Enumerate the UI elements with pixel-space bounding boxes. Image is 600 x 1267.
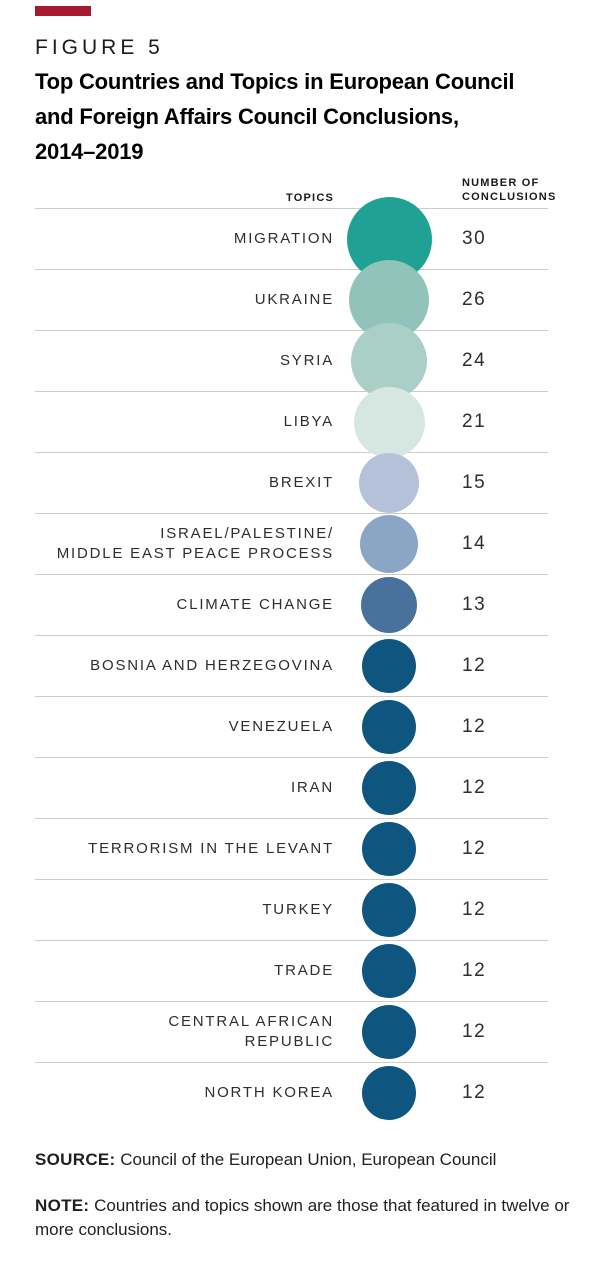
topic-label-line: BREXIT bbox=[269, 474, 334, 491]
table-row: LIBYA 21 bbox=[35, 386, 548, 458]
conclusions-value: 13 bbox=[462, 594, 487, 615]
topic-label-line: TERRORISM IN THE LEVANT bbox=[88, 840, 334, 857]
topic-label-line: CLIMATE CHANGE bbox=[176, 596, 334, 613]
table-row: CLIMATE CHANGE 13 bbox=[35, 574, 548, 635]
conclusions-value: 30 bbox=[462, 228, 487, 249]
topic-bubble bbox=[362, 1066, 416, 1120]
topic-label-line: ISRAEL/PALESTINE/ bbox=[160, 525, 334, 542]
table-row: TRADE 12 bbox=[35, 940, 548, 1001]
topic-bubble bbox=[359, 453, 419, 513]
topic-label: ISRAEL/PALESTINE/MIDDLE EAST PEACE PROCE… bbox=[35, 524, 334, 564]
note-text: Countries and topics shown are those tha… bbox=[35, 1196, 570, 1239]
conclusions-value: 12 bbox=[462, 960, 487, 981]
topic-label: VENEZUELA bbox=[35, 717, 334, 737]
topic-label-line: LIBYA bbox=[283, 413, 334, 430]
topic-label: NORTH KOREA bbox=[35, 1083, 334, 1103]
topic-label-line: MIDDLE EAST PEACE PROCESS bbox=[56, 545, 334, 562]
topic-label-line: NORTH KOREA bbox=[204, 1084, 334, 1101]
conclusions-column-header-line-1: NUMBER OF bbox=[462, 177, 540, 189]
topic-bubble bbox=[362, 944, 416, 998]
topic-label: CLIMATE CHANGE bbox=[35, 595, 334, 615]
topic-label-line: CENTRAL AFRICAN bbox=[168, 1013, 334, 1030]
topic-label: LIBYA bbox=[35, 412, 334, 432]
conclusions-value: 12 bbox=[462, 1021, 487, 1042]
topic-label: BOSNIA AND HERZEGOVINA bbox=[35, 656, 334, 676]
topic-label-line: REPUBLIC bbox=[244, 1033, 334, 1050]
topic-label-line: SYRIA bbox=[279, 352, 334, 369]
conclusions-column-header: NUMBER OF CONCLUSIONS bbox=[462, 176, 556, 204]
topic-label-line: UKRAINE bbox=[254, 291, 334, 308]
topic-bubble bbox=[362, 1005, 416, 1059]
table-row: MIGRATION 30 bbox=[35, 196, 548, 282]
table-row: BREXIT 15 bbox=[35, 452, 548, 513]
topic-label: TURKEY bbox=[35, 900, 334, 920]
topic-label-line: TURKEY bbox=[262, 901, 334, 918]
table-row: TURKEY 12 bbox=[35, 879, 548, 940]
conclusions-column-header-line-2: CONCLUSIONS bbox=[462, 191, 557, 203]
topic-bubble bbox=[362, 822, 416, 876]
conclusions-value: 12 bbox=[462, 655, 487, 676]
bubble-table: MIGRATION 30 UKRAINE 26 SYRIA 24 LIBYA 21 BREXIT… bbox=[35, 196, 548, 1123]
topic-label: SYRIA bbox=[35, 351, 334, 371]
topic-bubble bbox=[360, 515, 418, 573]
conclusions-value: 24 bbox=[462, 350, 487, 371]
topic-label: CENTRAL AFRICAN REPUBLIC bbox=[35, 1012, 334, 1052]
table-row: VENEZUELA 12 bbox=[35, 696, 548, 757]
topic-label: UKRAINE bbox=[35, 290, 334, 310]
topic-label-line: VENEZUELA bbox=[228, 718, 334, 735]
topic-bubble bbox=[362, 761, 416, 815]
table-row: NORTH KOREA 12 bbox=[35, 1062, 548, 1123]
figure-number: FIGURE 5 bbox=[35, 36, 164, 59]
topic-bubble bbox=[361, 577, 417, 633]
topics-column-header: TOPICS bbox=[286, 192, 334, 204]
topic-bubble bbox=[362, 883, 416, 937]
topic-bubble bbox=[351, 323, 427, 399]
table-row: ISRAEL/PALESTINE/MIDDLE EAST PEACE PROCE… bbox=[35, 513, 548, 574]
note-label: NOTE: bbox=[35, 1196, 90, 1215]
topic-label-line: TRADE bbox=[274, 962, 334, 979]
conclusions-value: 12 bbox=[462, 777, 487, 798]
figure-accent-bar bbox=[35, 6, 91, 16]
chart-column-headers: TOPICS NUMBER OF CONCLUSIONS bbox=[35, 170, 555, 208]
topic-label: IRAN bbox=[35, 778, 334, 798]
table-row: TERRORISM IN THE LEVANT 12 bbox=[35, 818, 548, 879]
table-row: SYRIA 24 bbox=[35, 323, 548, 399]
topic-bubble bbox=[362, 639, 416, 693]
topic-label-line: BOSNIA AND HERZEGOVINA bbox=[90, 657, 334, 674]
topic-bubble bbox=[362, 700, 416, 754]
conclusions-value: 12 bbox=[462, 1082, 487, 1103]
topic-label: MIGRATION bbox=[35, 229, 334, 249]
conclusions-value: 26 bbox=[462, 289, 487, 310]
conclusions-value: 14 bbox=[462, 533, 487, 554]
figure-title-line-3: 2014–2019 bbox=[35, 139, 144, 164]
conclusions-value: 12 bbox=[462, 838, 487, 859]
topic-label: TRADE bbox=[35, 961, 334, 981]
topic-label: TERRORISM IN THE LEVANT bbox=[35, 839, 334, 859]
figure-title-line-2: and Foreign Affairs Council Conclusions, bbox=[35, 104, 459, 129]
topic-label-line: MIGRATION bbox=[233, 230, 334, 247]
source-line: SOURCE: Council of the European Union, E… bbox=[35, 1150, 580, 1170]
table-row: BOSNIA AND HERZEGOVINA 12 bbox=[35, 635, 548, 696]
table-row: CENTRAL AFRICAN REPUBLIC 12 bbox=[35, 1001, 548, 1062]
topic-bubble bbox=[353, 386, 425, 458]
topic-label: BREXIT bbox=[35, 473, 334, 493]
note-line: NOTE: Countries and topics shown are tho… bbox=[35, 1194, 583, 1242]
figure-title-line-1: Top Countries and Topics in European Cou… bbox=[35, 69, 515, 94]
conclusions-value: 21 bbox=[462, 411, 487, 432]
source-text: Council of the European Union, European … bbox=[120, 1150, 497, 1169]
conclusions-value: 12 bbox=[462, 716, 487, 737]
conclusions-value: 15 bbox=[462, 472, 487, 493]
table-row: UKRAINE 26 bbox=[35, 260, 548, 340]
conclusions-value: 12 bbox=[462, 899, 487, 920]
topic-label-line: IRAN bbox=[290, 779, 334, 796]
table-row: IRAN 12 bbox=[35, 757, 548, 818]
source-label: SOURCE: bbox=[35, 1150, 116, 1169]
figure-title: Top Countries and Topics in European Cou… bbox=[35, 64, 575, 169]
